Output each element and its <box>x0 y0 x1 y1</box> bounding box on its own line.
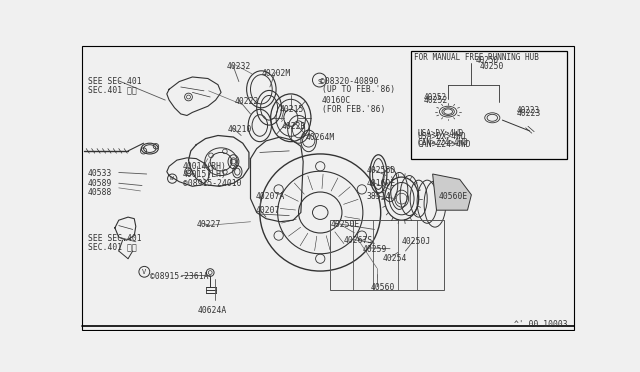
Text: ^' 00 10003: ^' 00 10003 <box>514 320 568 329</box>
Text: 40210: 40210 <box>228 125 252 134</box>
Text: 40256D: 40256D <box>367 166 396 175</box>
Text: ©08915-2361A: ©08915-2361A <box>150 272 208 281</box>
Text: FOR MANUAL FREE RUNNING HUB: FOR MANUAL FREE RUNNING HUB <box>414 53 539 62</box>
Text: SEC.401 参照: SEC.401 参照 <box>88 243 136 251</box>
Bar <box>330 220 444 289</box>
Text: USA>DX>4WD: USA>DX>4WD <box>417 132 466 141</box>
Text: 40588: 40588 <box>88 188 112 197</box>
Text: 40250: 40250 <box>480 62 504 71</box>
Text: 4022B: 4022B <box>282 122 306 131</box>
Text: 40215: 40215 <box>280 105 305 114</box>
Text: 40160E: 40160E <box>367 179 396 188</box>
Text: 40207: 40207 <box>255 206 280 215</box>
Text: 40264M: 40264M <box>305 133 335 142</box>
Text: 40560: 40560 <box>371 283 395 292</box>
Text: 40250E: 40250E <box>330 220 360 229</box>
Text: 40267S: 40267S <box>344 236 372 246</box>
Polygon shape <box>433 174 472 210</box>
Text: 38514: 38514 <box>367 192 391 202</box>
Text: (UP TO FEB.'86): (UP TO FEB.'86) <box>322 86 395 94</box>
Text: ©08320-40890: ©08320-40890 <box>320 77 379 86</box>
Text: 40252: 40252 <box>423 96 448 105</box>
Text: SEE SEC.401: SEE SEC.401 <box>88 77 141 86</box>
Text: W: W <box>170 176 173 181</box>
Text: 40533: 40533 <box>88 169 112 179</box>
Text: 40560E: 40560E <box>439 192 468 202</box>
Text: 40015(LH): 40015(LH) <box>183 170 227 179</box>
Text: 40254: 40254 <box>383 254 408 263</box>
Text: 40589: 40589 <box>88 179 112 188</box>
Text: 40160C: 40160C <box>322 96 351 105</box>
Text: 40202M: 40202M <box>261 69 291 78</box>
Text: 40250J: 40250J <box>402 237 431 246</box>
Text: USA>DX>4WD: USA>DX>4WD <box>417 129 463 138</box>
Text: SEC.401 参照: SEC.401 参照 <box>88 86 136 94</box>
Text: 40223: 40223 <box>516 109 541 118</box>
Text: 40250: 40250 <box>476 56 499 65</box>
Text: 40259: 40259 <box>363 245 387 254</box>
Text: (FOR FEB.'86): (FOR FEB.'86) <box>322 105 385 114</box>
Text: 40624A: 40624A <box>198 307 227 315</box>
Text: 40227: 40227 <box>196 220 221 229</box>
Text: SEE SEC.401: SEE SEC.401 <box>88 234 141 243</box>
Bar <box>411 51 566 158</box>
Text: ®08915-24010: ®08915-24010 <box>183 179 241 187</box>
Text: CAN>Z24>4WD: CAN>Z24>4WD <box>417 138 468 147</box>
Text: V: V <box>142 269 147 276</box>
Text: S: S <box>317 78 322 84</box>
Text: 40207A: 40207A <box>255 192 284 202</box>
Text: CAN>Z24>4WD: CAN>Z24>4WD <box>417 140 471 149</box>
Text: 40222: 40222 <box>234 97 259 106</box>
Text: 40014(RH): 40014(RH) <box>183 163 227 171</box>
Text: 40252: 40252 <box>423 93 447 102</box>
Text: 40232: 40232 <box>227 62 251 71</box>
Text: 40223: 40223 <box>516 106 540 115</box>
